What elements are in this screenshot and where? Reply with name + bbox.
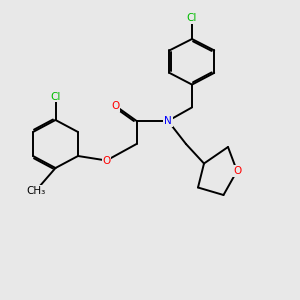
Text: Cl: Cl	[50, 92, 61, 102]
Text: N: N	[164, 116, 172, 126]
Text: CH₃: CH₃	[26, 185, 46, 196]
Text: O: O	[233, 166, 241, 176]
Text: Cl: Cl	[187, 13, 197, 23]
Text: O: O	[111, 101, 120, 111]
Text: O: O	[102, 155, 111, 166]
